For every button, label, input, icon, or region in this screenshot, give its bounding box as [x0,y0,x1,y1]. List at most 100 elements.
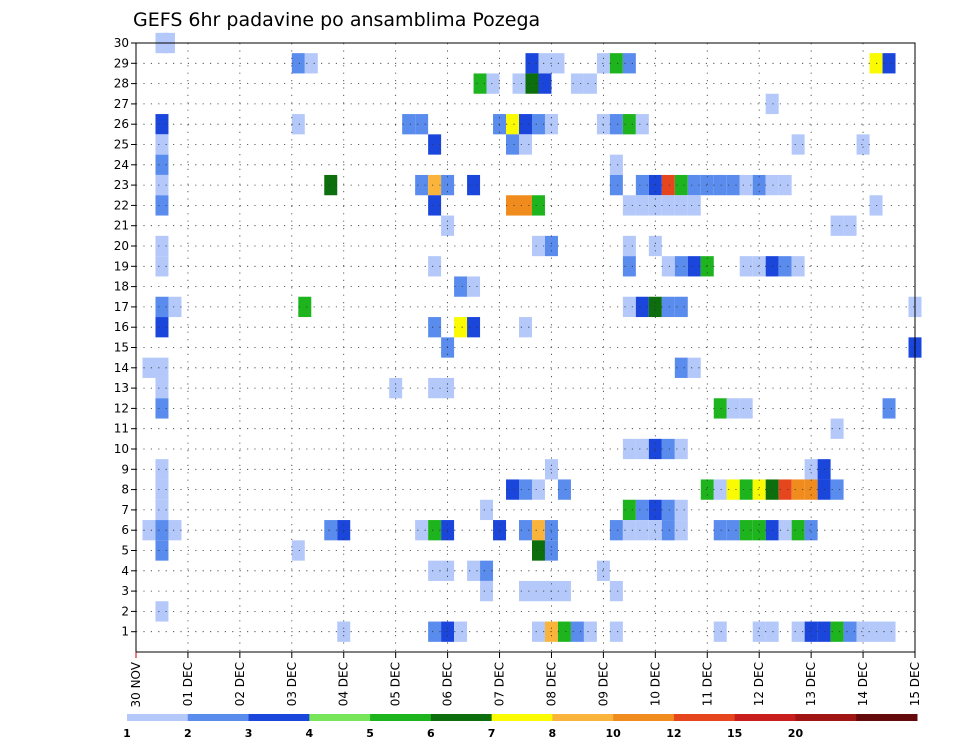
heatmap-cell [480,499,494,521]
heatmap-cell [791,134,805,155]
x-tick-label: 08 DEC [544,662,558,706]
heatmap-cell [531,540,545,561]
heatmap-cell [609,520,623,541]
y-tick-label: 10 [114,442,129,456]
heatmap-cell [882,621,896,642]
heatmap-cell [531,621,545,642]
y-tick-label: 19 [114,259,129,273]
heatmap-cell [739,398,753,419]
y-tick-label: 12 [114,401,129,415]
y-tick-label: 26 [114,117,129,131]
heatmap-cell [674,357,688,378]
heatmap-cell [635,438,649,460]
heatmap-cell [506,479,520,500]
y-tick-label: 3 [121,584,129,598]
y-tick-label: 23 [114,178,129,192]
y-tick-label: 27 [114,97,129,111]
heatmap-cell [648,235,662,257]
heatmap-cell [687,256,701,277]
y-tick-label: 30 [114,36,129,50]
legend-swatch [734,714,796,721]
heatmap-cell [622,53,636,74]
legend-label: 2 [184,727,192,740]
heatmap-cell [661,520,675,541]
x-tick-label: 04 DEC [337,662,351,706]
y-tick-label: 22 [114,198,129,212]
heatmap-cell [467,174,481,196]
legend-swatch [248,714,310,721]
heatmap-cell [557,580,571,602]
heatmap-cell [882,398,896,419]
chart-title: GEFS 6hr padavine po ansamblima Pozega [133,9,540,31]
heatmap-cell [635,499,649,521]
x-axis: 30 NOV 01 DEC 02 DEC 03 DEC 04 DEC 05 DEC 06 D… [129,652,922,708]
heatmap-cell [609,621,623,642]
heatmap-cell [713,398,727,419]
heatmap-cell [538,73,552,94]
heatmap-cell [155,317,169,338]
heatmap-cell [415,520,429,541]
x-tick-label: 11 DEC [700,662,714,706]
heatmap-cell [648,438,662,460]
heatmap-cell [473,73,487,94]
legend-swatch [430,714,493,721]
y-tick-label: 6 [121,523,129,537]
heatmap-cell [765,93,779,115]
heatmap-cell [519,520,532,541]
heatmap-cell [687,174,701,196]
y-tick-label: 15 [114,341,129,355]
heatmap-cell [739,520,753,541]
heatmap-cell [752,174,766,196]
y-tick-label: 29 [114,56,129,70]
x-tick-label: 13 DEC [804,662,818,706]
heatmap-cell [752,520,766,541]
heatmap-cell [538,53,552,74]
heatmap-cell [843,621,857,642]
heatmap-cell [804,459,818,480]
heatmap-cell [622,438,636,460]
x-tick-label: 30 NOV [129,661,143,707]
heatmap-cell [674,438,688,460]
heatmap-cell [428,520,442,541]
heatmap-cell [428,560,442,581]
heatmap-cell [142,357,156,378]
heatmap-cell [155,296,169,318]
heatmap-cell [467,276,481,297]
heatmap-cell [648,520,662,541]
heatmap-cell [739,479,753,500]
heatmap-cell [486,73,500,94]
x-tick-label: 12 DEC [752,662,766,706]
y-tick-label: 21 [114,219,129,233]
heatmap-cell [512,73,526,94]
heatmap-cell [791,520,805,541]
y-tick-label: 20 [114,239,129,253]
heatmap-cell [155,235,169,257]
heatmap-cell [609,154,623,175]
heatmap-cell [480,580,494,602]
legend-label: 20 [788,727,804,740]
heatmap-cell [674,195,688,216]
y-tick-label: 24 [114,158,129,172]
heatmap-cell [155,134,169,155]
heatmap-cell [155,540,169,561]
heatmap-cell [519,134,532,155]
heatmap-cell [155,174,169,196]
heatmap-cell [415,114,429,135]
heatmap-cell [661,195,675,216]
heatmap-cell [519,317,532,338]
y-tick-label: 1 [121,625,129,639]
heatmap-cell [168,520,182,541]
y-tick-label: 2 [121,604,129,618]
heatmap-cell [765,256,779,277]
heatmap-cell [324,520,338,541]
y-tick-label: 28 [114,77,129,91]
heatmap-cell [428,174,442,196]
heatmap-cell [713,520,727,541]
heatmap-cell [609,114,623,135]
heatmap-cell [843,215,857,236]
heatmap-cell [531,520,545,541]
heatmap-cell [467,317,481,338]
legend-label: 6 [427,727,435,740]
heatmap-cell [778,479,792,500]
heatmap-cell [155,398,169,419]
